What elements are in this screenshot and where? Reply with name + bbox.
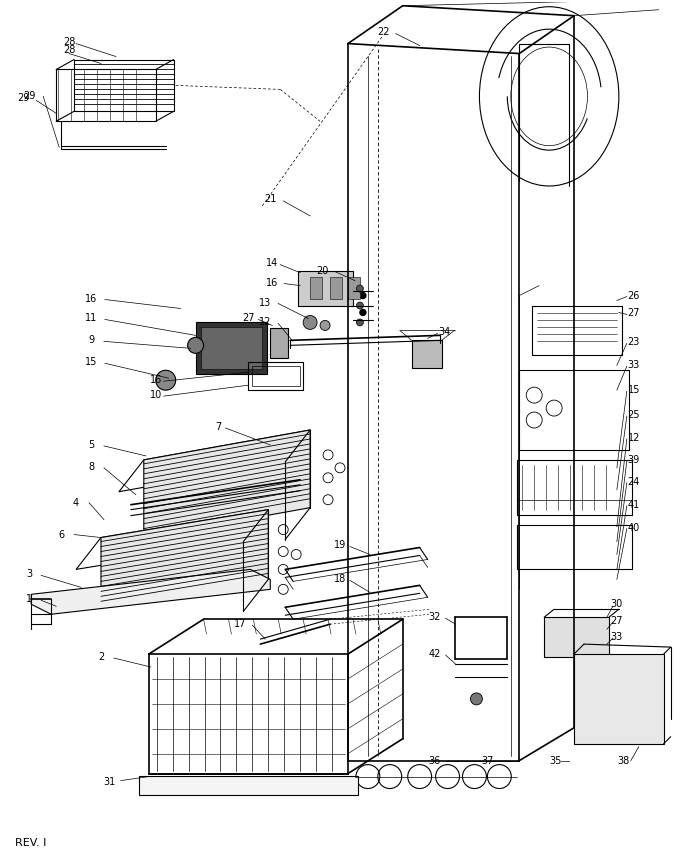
Circle shape	[303, 315, 317, 329]
Text: 41: 41	[628, 500, 640, 510]
Text: 23: 23	[628, 338, 640, 347]
Text: 14: 14	[266, 258, 278, 267]
Circle shape	[356, 302, 363, 309]
Bar	[298, 271, 353, 305]
Text: 4: 4	[73, 498, 79, 507]
Text: 27: 27	[628, 309, 640, 319]
Bar	[201, 327, 262, 369]
Bar	[574, 654, 664, 744]
Text: 12: 12	[259, 317, 271, 327]
Text: 37: 37	[481, 756, 494, 765]
Text: 36: 36	[428, 756, 441, 765]
Text: 32: 32	[428, 612, 441, 622]
Text: 6: 6	[58, 530, 64, 540]
Circle shape	[360, 309, 366, 315]
Text: 28: 28	[63, 45, 75, 55]
Bar	[348, 277, 360, 298]
Text: 30: 30	[611, 599, 623, 609]
Bar	[139, 776, 358, 795]
Text: 29: 29	[23, 92, 35, 101]
Bar	[310, 277, 322, 298]
Circle shape	[356, 319, 363, 326]
Circle shape	[188, 338, 203, 353]
Text: 24: 24	[628, 476, 640, 487]
Circle shape	[471, 693, 482, 704]
Text: 22: 22	[377, 27, 390, 37]
Text: 10: 10	[150, 390, 162, 400]
Bar	[411, 340, 441, 369]
Polygon shape	[31, 569, 270, 614]
Text: 42: 42	[428, 649, 441, 659]
Text: 28: 28	[63, 37, 75, 46]
Text: REV. I: REV. I	[16, 838, 47, 848]
Text: 25: 25	[628, 410, 640, 420]
Text: 27: 27	[611, 616, 623, 626]
Text: 26: 26	[628, 291, 640, 301]
Text: 17: 17	[234, 620, 247, 629]
Text: 12: 12	[628, 433, 640, 443]
Text: 2: 2	[98, 652, 104, 662]
Text: 8: 8	[88, 462, 94, 472]
Text: 7: 7	[216, 422, 222, 432]
Text: 15: 15	[628, 385, 640, 395]
Circle shape	[356, 285, 363, 292]
Polygon shape	[143, 430, 310, 537]
Text: 29: 29	[17, 93, 29, 104]
Text: 33: 33	[628, 360, 640, 370]
Text: 20: 20	[316, 266, 328, 276]
Circle shape	[320, 321, 330, 331]
Text: 13: 13	[259, 297, 271, 308]
Text: 38: 38	[617, 756, 630, 765]
Bar	[330, 277, 342, 298]
Text: 1: 1	[27, 594, 33, 604]
Bar	[252, 366, 300, 387]
Text: 3: 3	[27, 569, 33, 579]
Text: 18: 18	[334, 574, 346, 584]
Text: 16: 16	[150, 375, 162, 385]
Text: 40: 40	[628, 523, 640, 532]
Text: 21: 21	[264, 194, 277, 204]
Circle shape	[156, 370, 175, 390]
Text: 35: 35	[549, 756, 561, 765]
Text: 16: 16	[266, 278, 278, 288]
Bar	[270, 328, 288, 358]
Text: 16: 16	[85, 294, 97, 303]
Text: 15: 15	[85, 357, 97, 368]
Text: 11: 11	[85, 314, 97, 323]
Text: 33: 33	[611, 632, 623, 642]
Bar	[248, 363, 303, 390]
Text: 19: 19	[334, 540, 346, 549]
Text: 31: 31	[103, 776, 115, 787]
Polygon shape	[101, 510, 269, 608]
Text: 27: 27	[242, 314, 254, 323]
Text: 34: 34	[439, 327, 451, 338]
Text: 5: 5	[88, 440, 94, 450]
Bar	[196, 322, 267, 375]
Bar	[544, 617, 609, 657]
Circle shape	[360, 292, 366, 298]
Text: 39: 39	[628, 455, 640, 464]
Text: 9: 9	[88, 335, 94, 345]
